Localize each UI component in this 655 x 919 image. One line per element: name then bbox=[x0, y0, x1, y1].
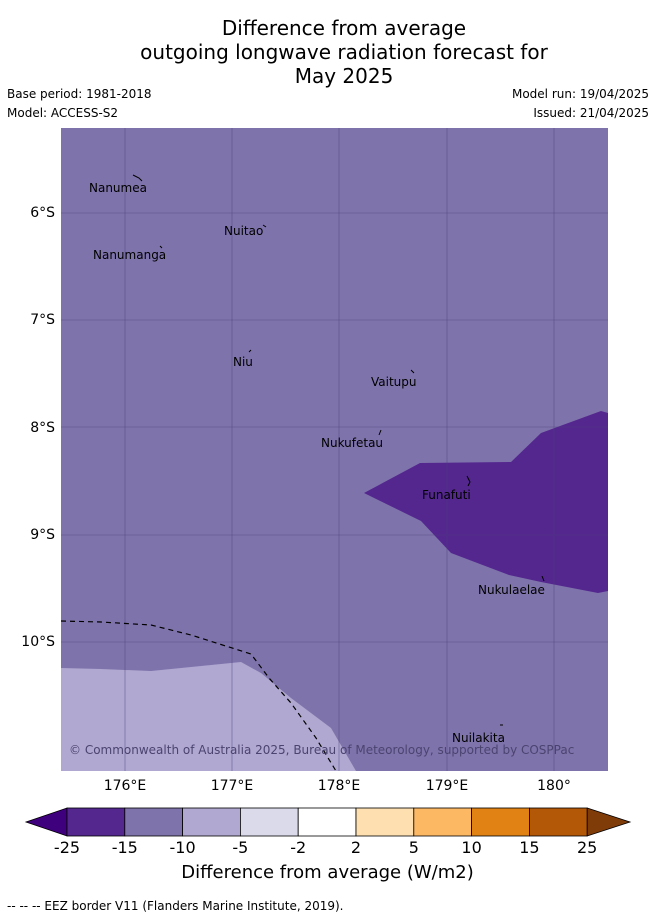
lon-label-177e: 177°E bbox=[210, 778, 254, 794]
model-name: Model: ACCESS-S2 bbox=[7, 106, 119, 120]
colorbar-extend-low bbox=[24, 807, 68, 837]
colorbar-cell bbox=[528, 807, 588, 837]
label-nuitao: Nuitao bbox=[224, 224, 263, 238]
colorbar-cell bbox=[413, 807, 472, 837]
base-period: Base period: 1981-2018 bbox=[7, 87, 152, 101]
colorbar-tick-label: -2 bbox=[290, 838, 307, 857]
island-funafuti bbox=[466, 475, 471, 487]
colorbar-tick-label: -15 bbox=[111, 838, 138, 857]
colorbar-cell bbox=[124, 807, 184, 837]
label-nuilakita: Nuilakita bbox=[452, 731, 505, 745]
band-minus10-minus5 bbox=[61, 662, 356, 771]
model-run: Model run: 19/04/2025 bbox=[511, 87, 649, 101]
colorbar-tick-label: 2 bbox=[350, 838, 362, 857]
band-minus25-minus15 bbox=[364, 411, 608, 593]
title-line-1: Difference from average bbox=[221, 16, 467, 40]
title-line-2: outgoing longwave radiation forecast for bbox=[140, 40, 548, 64]
lon-label-178e: 178°E bbox=[317, 778, 361, 794]
label-nanumanga: Nanumanga bbox=[93, 248, 166, 262]
island-nukulaelae bbox=[541, 575, 545, 582]
colorbar-cell bbox=[297, 807, 357, 837]
colorbar-extend-high bbox=[586, 807, 632, 837]
island-vaitupu bbox=[410, 369, 415, 374]
colorbar-tick-label: -25 bbox=[53, 838, 81, 857]
colorbar-cells bbox=[24, 807, 632, 837]
lat-label-7s: 7°S bbox=[30, 312, 55, 328]
label-niu: Niu bbox=[233, 355, 253, 369]
island-niu bbox=[248, 349, 252, 353]
island-nukufetau bbox=[378, 429, 382, 436]
chart-title: Difference from average outgoing longwav… bbox=[0, 16, 655, 88]
label-nukulaelae: Nukulaelae bbox=[478, 583, 545, 597]
colorbar-cell bbox=[182, 807, 241, 837]
colorbar-cell bbox=[66, 807, 126, 837]
colorbar-tick-label: -5 bbox=[232, 838, 249, 857]
lon-label-180: 180° bbox=[537, 778, 571, 794]
islands bbox=[132, 174, 545, 726]
graticule bbox=[61, 128, 608, 771]
label-funafuti: Funafuti bbox=[422, 488, 471, 502]
island-nanumea bbox=[132, 174, 143, 182]
colorbar-label: Difference from average (W/m2) bbox=[181, 862, 474, 883]
place-labels: Nanumea Nuitao Nanumanga Niu Vaitupu Nuk… bbox=[89, 181, 545, 745]
title-line-3: May 2025 bbox=[294, 64, 394, 88]
island-nanumanga bbox=[159, 245, 163, 249]
label-nanumea: Nanumea bbox=[89, 181, 147, 195]
lon-label-176e: 176°E bbox=[103, 778, 147, 794]
forecast-map: Nanumea Nuitao Nanumanga Niu Vaitupu Nuk… bbox=[61, 128, 608, 771]
lat-label-10s: 10°S bbox=[21, 634, 55, 650]
colorbar-cell bbox=[239, 807, 299, 837]
band-minus15-minus10 bbox=[61, 128, 608, 771]
colorbar-tick-label: 5 bbox=[408, 838, 419, 857]
lat-label-9s: 9°S bbox=[30, 527, 55, 543]
lat-label-6s: 6°S bbox=[30, 205, 55, 221]
colorbar-tick-label: 15 bbox=[519, 838, 540, 857]
colorbar-cell bbox=[355, 807, 415, 837]
colorbar-tick-label: 10 bbox=[461, 838, 482, 857]
lat-label-8s: 8°S bbox=[30, 420, 55, 436]
island-nuitao bbox=[262, 224, 267, 228]
issued-date: Issued: 21/04/2025 bbox=[533, 106, 649, 120]
lon-label-179e: 179°E bbox=[425, 778, 469, 794]
eez-footnote: -- -- -- EEZ border V11 (Flanders Marine… bbox=[7, 899, 344, 913]
label-vaitupu: Vaitupu bbox=[371, 375, 417, 389]
copyright-notice: © Commonwealth of Australia 2025, Bureau… bbox=[69, 743, 574, 757]
colorbar bbox=[24, 807, 632, 837]
colorbar-tick-label: 25 bbox=[577, 838, 598, 857]
label-nukufetau: Nukufetau bbox=[321, 436, 383, 450]
colorbar-tick-label: -10 bbox=[169, 838, 196, 857]
eez-border bbox=[61, 620, 337, 771]
colorbar-cell bbox=[471, 807, 530, 837]
